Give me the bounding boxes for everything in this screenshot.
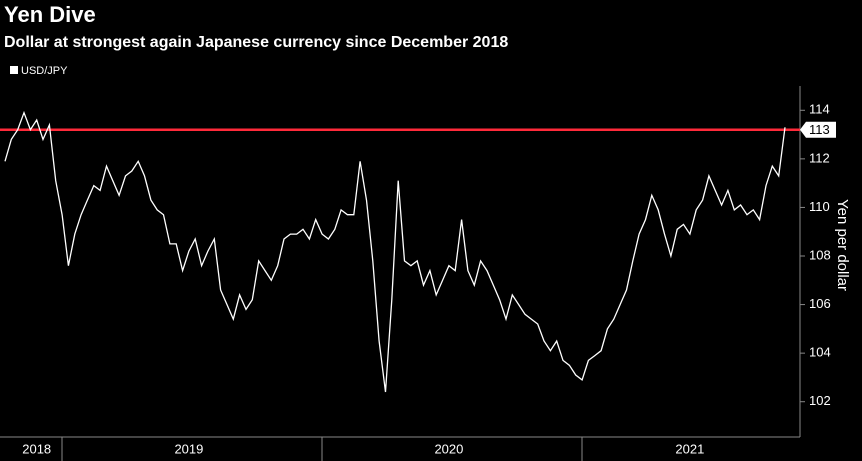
chart-title: Yen Dive [4, 2, 96, 27]
y-axis-label: Yen per dollar [834, 199, 851, 291]
y-tick-label: 114 [809, 102, 830, 117]
series-line [4, 110, 786, 393]
x-tick-label: 2020 [434, 441, 463, 456]
y-tick-label: 106 [809, 296, 831, 311]
legend-swatch [10, 66, 18, 74]
reference-label-box [800, 121, 836, 138]
x-tick-label: 2018 [22, 441, 51, 456]
x-tick-label: 2019 [174, 441, 203, 456]
y-tick-label: 110 [809, 199, 830, 214]
y-tick-label: 104 [809, 345, 831, 360]
y-tick-label: 108 [809, 247, 831, 262]
chart-subtitle: Dollar at strongest again Japanese curre… [4, 34, 508, 51]
x-tick-label: 2021 [675, 441, 704, 456]
legend-label: USD/JPY [21, 65, 68, 77]
reference-label: 113 [809, 122, 830, 137]
y-tick-label: 112 [809, 150, 830, 165]
y-tick-label: 102 [809, 393, 831, 408]
